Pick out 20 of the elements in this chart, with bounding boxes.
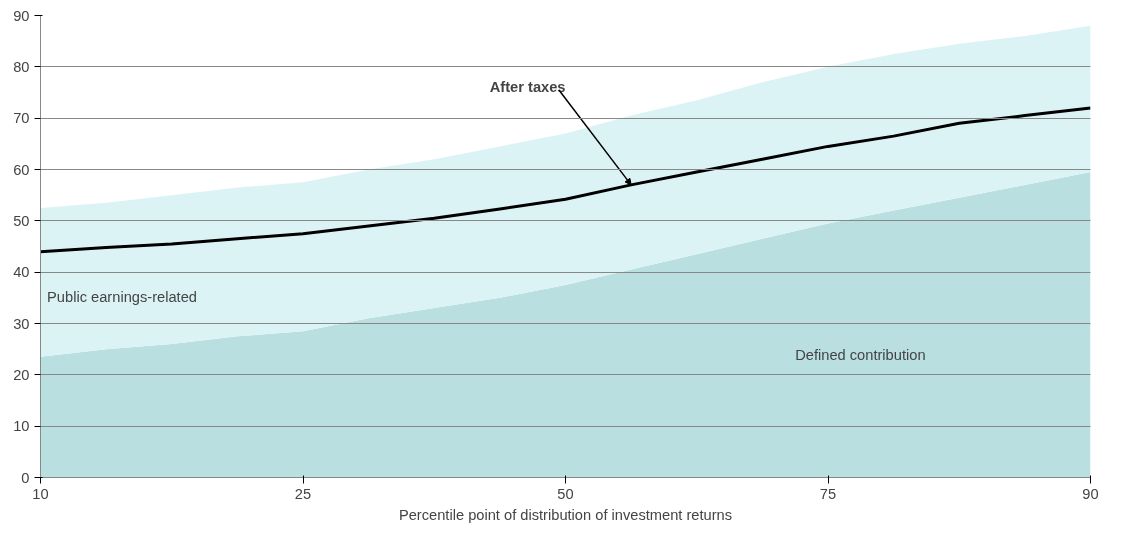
x-axis-title: Percentile point of distribution of investment returns: [398, 506, 733, 523]
x-tick-label: 10: [32, 485, 49, 502]
y-tick-label: 0: [21, 469, 30, 486]
x-tick-label: 75: [819, 485, 837, 502]
series-label: Public earnings-related: [47, 288, 197, 305]
y-tick-label: 90: [13, 7, 30, 24]
y-tick-label: 30: [13, 315, 30, 332]
y-tick-label: 10: [13, 418, 30, 435]
x-tick-label: 25: [294, 485, 312, 502]
y-tick-label: 20: [13, 366, 30, 383]
text: After taxes: [489, 79, 566, 96]
x-tick-label: 50: [557, 485, 574, 502]
y-tick-label: 70: [13, 110, 30, 127]
y-tick-label: 80: [13, 58, 30, 75]
y-tick-label: 50: [13, 212, 30, 229]
y-tick-label: 40: [13, 264, 30, 281]
series-label: Defined contribution: [795, 347, 926, 364]
x-tick-label: 90: [1082, 485, 1099, 502]
line-series: [40, 106, 1091, 254]
y-tick-label: 60: [13, 161, 30, 178]
